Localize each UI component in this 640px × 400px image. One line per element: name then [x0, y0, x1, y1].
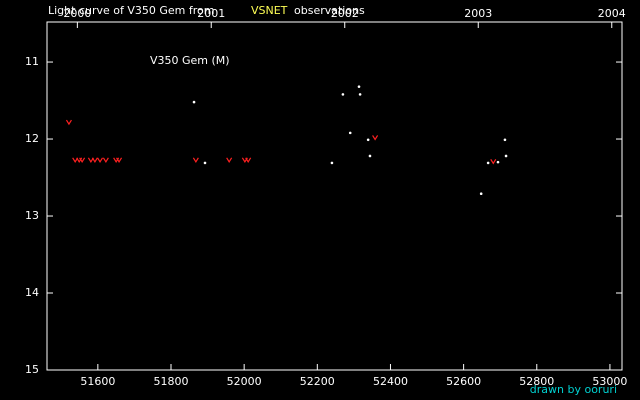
- observation: [358, 93, 362, 96]
- object-label: V350 Gem (M): [150, 54, 230, 67]
- upper-limit: [245, 157, 252, 163]
- plot-frame: [46, 21, 623, 371]
- credit: drawn by ooruri: [530, 383, 617, 396]
- observation: [341, 93, 345, 96]
- upper-limit: [490, 159, 497, 165]
- observation: [479, 192, 483, 195]
- y-tick-label: 11: [25, 55, 39, 68]
- upper-limit: [97, 157, 104, 163]
- observation: [192, 100, 196, 104]
- chart-title: Light curve of V350 Gem from: [48, 4, 214, 17]
- upper-limit: [116, 157, 123, 163]
- x-tick-label: 53000: [592, 375, 627, 388]
- observation: [503, 138, 507, 142]
- y-tick-label: 12: [25, 132, 39, 145]
- x2-tick-label: 2002: [331, 7, 359, 20]
- observation: [348, 131, 352, 135]
- observation: [486, 161, 490, 165]
- x2-tick-label: 2001: [197, 7, 225, 20]
- y-tick-label: 13: [25, 209, 39, 222]
- observation: [330, 161, 334, 165]
- y-tick-label: 15: [25, 363, 39, 376]
- observation: [496, 160, 500, 164]
- chart-title-highlight: VSNET: [251, 4, 288, 17]
- upper-limit: [372, 135, 379, 141]
- y-tick-label: 14: [25, 286, 39, 299]
- upper-limit: [79, 157, 86, 163]
- x-tick-label: 51800: [153, 375, 188, 388]
- observation: [504, 154, 508, 158]
- x-tick-label: 52800: [519, 375, 554, 388]
- upper-limit: [102, 157, 109, 163]
- x-tick-label: 52200: [300, 375, 335, 388]
- x-tick-label: 52000: [227, 375, 262, 388]
- upper-limit: [65, 119, 72, 126]
- x-tick-label: 52400: [373, 375, 408, 388]
- x2-tick-label: 2000: [63, 7, 91, 20]
- x2-tick-label: 2003: [464, 7, 492, 20]
- x-tick-label: 52600: [446, 375, 481, 388]
- chart-title-suffix: observations: [294, 4, 365, 17]
- observation: [357, 85, 361, 88]
- x2-tick-label: 2004: [598, 7, 626, 20]
- observation: [368, 154, 372, 158]
- upper-limit: [226, 157, 233, 163]
- x-tick-label: 51600: [80, 375, 115, 388]
- observation: [203, 161, 207, 165]
- observation: [366, 138, 370, 142]
- upper-limit: [192, 157, 199, 163]
- upper-limit: [91, 157, 98, 163]
